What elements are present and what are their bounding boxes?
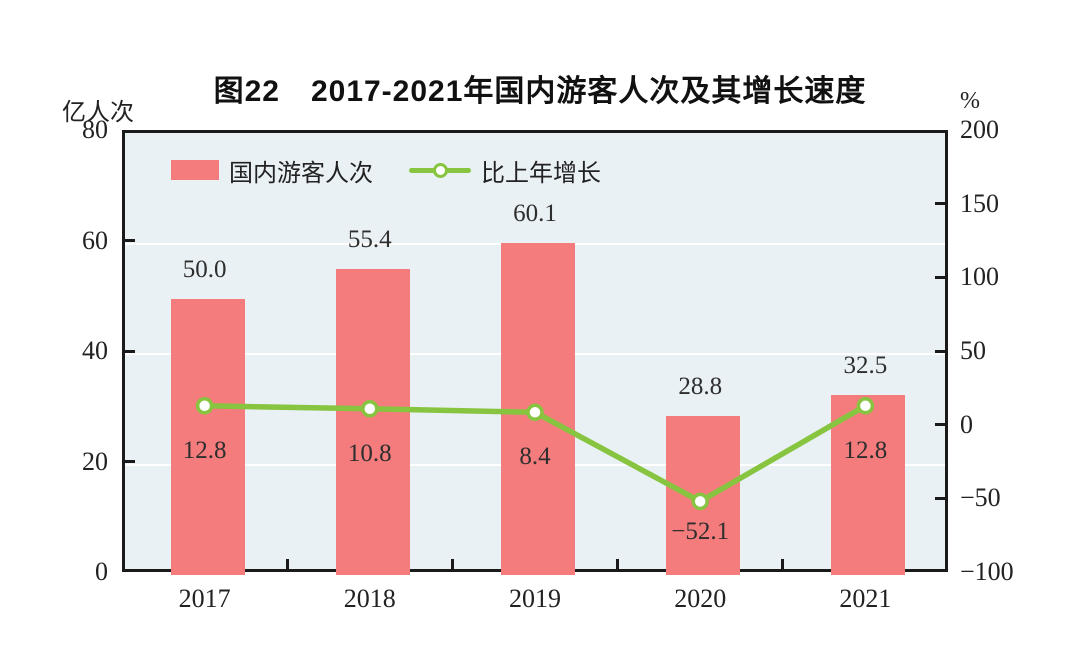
x-axis-category-label: 2019 bbox=[509, 584, 561, 613]
x-axis-boundary-tick bbox=[781, 559, 785, 572]
x-axis-category-label: 2017 bbox=[178, 584, 231, 613]
x-axis-category-label: 2020 bbox=[674, 584, 727, 613]
right-axis-tick bbox=[935, 496, 948, 500]
left-axis-tick-label: 60 bbox=[82, 225, 108, 255]
bar-value-label: 60.1 bbox=[513, 199, 557, 227]
legend: 国内游客人次 比上年增长 bbox=[171, 155, 601, 187]
right-axis-tick bbox=[935, 423, 948, 427]
x-axis-category-label: 2018 bbox=[343, 584, 396, 613]
x-axis-boundary-tick bbox=[285, 559, 289, 572]
legend-bar-swatch-icon bbox=[171, 160, 219, 180]
left-axis-tick-label: 0 bbox=[95, 557, 108, 586]
bar-2018 bbox=[335, 268, 410, 575]
left-axis-tick bbox=[122, 349, 135, 353]
legend-line-marker-icon bbox=[409, 160, 471, 180]
legend-line-dot-icon bbox=[433, 163, 448, 178]
left-axis-tick-label: 20 bbox=[82, 446, 108, 476]
chart-title: 图22 2017-2021年国内游客人次及其增长速度 bbox=[213, 75, 867, 108]
right-axis-unit-label: % bbox=[960, 88, 980, 114]
left-axis-unit-label: 亿人次 bbox=[62, 100, 134, 126]
bar-value-label: 32.5 bbox=[843, 352, 888, 380]
left-axis-tick-label: 40 bbox=[82, 336, 108, 365]
bar-2019 bbox=[501, 242, 575, 575]
right-axis-tick-label: 100 bbox=[960, 262, 999, 292]
right-axis-tick-label: 150 bbox=[960, 188, 999, 218]
right-axis-tick-label: 50 bbox=[960, 336, 986, 365]
legend-line-label: 比上年增长 bbox=[481, 160, 601, 187]
x-axis-boundary-tick bbox=[450, 559, 454, 572]
left-axis-tick-label: 80 bbox=[82, 115, 108, 144]
right-axis-tick bbox=[935, 202, 948, 206]
bar-value-label: 50.0 bbox=[182, 255, 227, 283]
growth-value-label: 12.8 bbox=[182, 436, 227, 464]
bar-2020 bbox=[666, 415, 741, 575]
right-axis-tick-label: −50 bbox=[960, 483, 1001, 513]
bar-value-label: 28.8 bbox=[678, 372, 723, 400]
x-axis-boundary-tick bbox=[616, 559, 620, 572]
x-axis-category-label: 2021 bbox=[839, 584, 892, 613]
right-axis-tick bbox=[935, 275, 948, 279]
right-axis-tick-label: −100 bbox=[960, 557, 1014, 586]
right-axis-tick bbox=[935, 349, 948, 353]
legend-bar-label: 国内游客人次 bbox=[229, 160, 373, 187]
bar-2021 bbox=[831, 395, 906, 575]
growth-value-label: 8.4 bbox=[519, 443, 551, 471]
growth-value-label: 12.8 bbox=[843, 436, 888, 464]
right-axis-tick-label: 0 bbox=[960, 409, 973, 439]
plot-area: 国内游客人次 比上年增长 bbox=[122, 130, 948, 575]
growth-value-label: −52.1 bbox=[671, 518, 730, 546]
growth-value-label: 10.8 bbox=[347, 439, 392, 467]
right-axis-tick-label: 200 bbox=[960, 115, 999, 144]
bar-value-label: 55.4 bbox=[347, 225, 392, 253]
left-axis-tick bbox=[122, 460, 135, 463]
left-axis-tick bbox=[122, 239, 135, 242]
